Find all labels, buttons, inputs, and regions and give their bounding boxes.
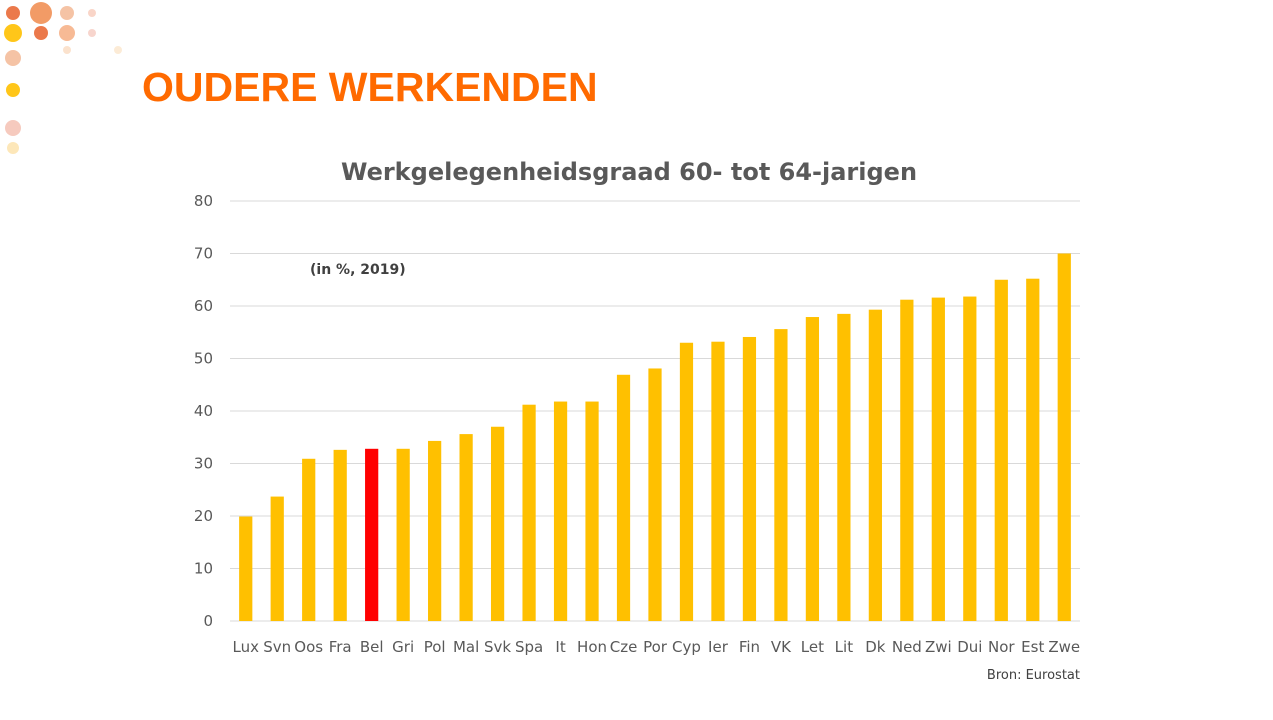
bar-mal [459,434,473,621]
y-tick-label: 10 [194,560,213,578]
y-tick-label: 30 [194,455,213,473]
bar-svn [270,496,284,621]
x-tick-label: Svn [263,638,291,656]
x-tick-label: Dui [957,638,982,656]
bar-ier [711,341,725,621]
y-tick-label: 20 [194,507,213,525]
x-tick-label: Nor [988,638,1015,656]
x-tick-label: It [555,638,565,656]
bar-spa [522,404,536,621]
bar-pol [428,440,442,621]
y-tick-label: 0 [203,612,213,630]
bar-vk [774,329,788,621]
x-tick-label: Fin [739,638,760,656]
x-tick-label: Lit [835,638,854,656]
bar-hon [585,401,599,621]
x-tick-label: Lux [232,638,259,656]
bar-est [1026,278,1040,621]
y-tick-label: 60 [194,297,213,315]
chart-title: Werkgelegenheidsgraad 60- tot 64-jarigen [341,158,917,186]
bar-por [648,368,662,621]
bar-ned [900,299,914,621]
bar-it [553,401,568,621]
chart-subtitle: (in %, 2019) [310,262,406,278]
x-axis-ticks: Lux Svn Oos Fra Bel Gri Pol Mal Svk Spa It Hon Cze Po… [232,638,1080,656]
slide-title: OUDERE WERKENDEN [142,64,598,110]
x-tick-label: Oos [294,638,323,656]
x-tick-label: Svk [484,638,511,656]
x-tick-label: Zwe [1048,638,1080,656]
x-tick-label: Ier [708,638,729,656]
bar-zwi [931,297,945,621]
x-tick-label: Fra [329,638,352,656]
x-tick-label: Est [1021,638,1044,656]
bar-zwe [1057,253,1071,621]
y-tick-label: 80 [194,192,213,210]
x-tick-label: VK [771,638,792,656]
bars [239,253,1071,621]
x-tick-label: Pol [424,638,446,656]
y-tick-label: 40 [194,402,213,420]
bar-svk [490,426,505,621]
bar-cyp [679,342,694,621]
x-tick-label: Zwi [925,638,952,656]
y-tick-label: 50 [194,350,213,368]
x-tick-label: Hon [577,638,607,656]
x-tick-label: Por [643,638,668,656]
bar-dui [963,296,977,621]
x-tick-label: Mal [453,638,479,656]
bar-nor [994,279,1008,621]
bar-let [805,317,820,621]
source-note: Bron: Eurostat [987,668,1080,683]
x-tick-label: Bel [360,638,384,656]
bar-lux [239,516,253,621]
bar-oos [302,458,316,621]
bar-fin [742,336,757,621]
bar-fra [333,449,347,621]
x-tick-label: Let [801,638,824,656]
decorative-dots [4,2,122,154]
y-axis-ticks: 0 10 20 30 40 50 60 70 80 [194,192,213,630]
y-tick-label: 70 [194,245,213,263]
x-tick-label: Dk [865,638,886,656]
x-tick-label: Cyp [672,638,701,656]
bar-bel [365,448,379,621]
bar-lit [837,313,851,621]
x-tick-label: Spa [515,638,543,656]
x-tick-label: Gri [392,638,414,656]
bar-gri [396,448,410,621]
x-tick-label: Ned [892,638,922,656]
x-tick-label: Cze [610,638,638,656]
bar-dk [868,309,882,621]
bar-cze [616,374,631,621]
